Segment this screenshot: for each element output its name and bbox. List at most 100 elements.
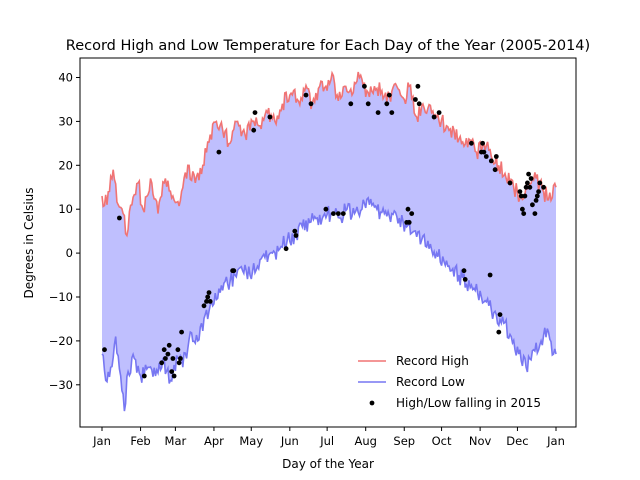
legend-2015-swatch (369, 400, 375, 406)
record-2015-point (522, 193, 528, 199)
record-2015-point (365, 101, 371, 107)
legend-label: High/Low falling in 2015 (396, 396, 541, 410)
record-2015-point (206, 290, 212, 295)
record-2015-point (436, 110, 442, 115)
record-2015-point (117, 215, 122, 221)
y-tick-label: 40 (58, 71, 73, 85)
record-2015-point (406, 220, 412, 225)
record-2015-point (461, 268, 467, 274)
record-2015-point (517, 189, 523, 195)
record-2015-point (283, 246, 289, 252)
x-tick-label: Feb (130, 434, 150, 448)
record-2015-point (416, 101, 422, 107)
record-2015-point (527, 184, 533, 190)
record-2015-point (507, 180, 513, 186)
record-2015-point (528, 176, 534, 181)
record-2015-point (331, 211, 336, 217)
record-2015-point (469, 140, 474, 146)
record-2015-point (161, 347, 167, 353)
record-2015-point (480, 140, 485, 146)
record-2015-point (492, 167, 498, 173)
record-2015-point (405, 206, 411, 212)
x-tick-label: Oct (432, 434, 452, 448)
record-2015-point (176, 360, 182, 366)
record-2015-point (530, 202, 535, 208)
record-2015-point (526, 171, 531, 177)
x-tick-label: Dec (506, 434, 528, 448)
record-2015-point (216, 149, 222, 155)
x-tick-label: Jul (319, 434, 334, 448)
record-2015-point (488, 158, 494, 164)
record-2015-point (541, 184, 546, 190)
record-2015-point (409, 211, 415, 217)
x-tick-label: Apr (204, 434, 224, 448)
record-2015-point (487, 272, 493, 278)
record-2015-point (375, 110, 381, 115)
x-tick-label: Jan (546, 434, 565, 448)
x-tick-label: Mar (165, 434, 187, 448)
record-2015-point (141, 373, 147, 379)
record-2015-point (462, 277, 468, 282)
x-tick-label: Sep (393, 434, 415, 448)
record-2015-point (340, 211, 346, 217)
record-2015-point (308, 101, 314, 107)
x-tick-label: Nov (469, 434, 492, 448)
record-2015-point (205, 294, 211, 300)
record-2015-point (169, 369, 175, 374)
record-2015-point (496, 329, 502, 335)
record-2015-point (179, 329, 185, 335)
record-2015-point (431, 114, 437, 120)
x-tick-label: Jan (92, 434, 111, 448)
y-tick-label: 30 (58, 114, 73, 128)
record-2015-point (521, 211, 527, 217)
axes-frame (79, 57, 577, 428)
record-2015-point (413, 97, 418, 102)
y-tick-label: −10 (49, 290, 73, 304)
record-2015-point (533, 198, 539, 203)
record-2015-point (415, 83, 421, 89)
record-2015-point (335, 211, 341, 217)
x-tick-label: Aug (354, 434, 376, 448)
record-2015-point (303, 92, 309, 98)
record-2015-point (532, 211, 538, 217)
record-2015-point (389, 110, 395, 115)
y-tick-label: 20 (58, 158, 73, 172)
record-2015-point (348, 101, 354, 107)
record-2015-point (537, 180, 543, 186)
legend-label: Record Low (396, 375, 465, 389)
x-axis-label: Day of the Year (282, 457, 374, 471)
record-low-line (101, 196, 557, 412)
record-2015-point (384, 101, 390, 107)
y-axis-label: Degrees in Celsius (22, 187, 36, 298)
record-2015-point (252, 110, 258, 115)
record-2015-point (171, 373, 177, 379)
record-2015-point (293, 233, 299, 238)
x-axis-ticks: Jan Feb Mar Apr May Jun Jul Aug Sep Oct Nov Dec Jan (92, 427, 565, 448)
record-2015-point (483, 154, 489, 159)
record-2015-point (523, 184, 529, 190)
record-2015-point (204, 299, 209, 304)
record-2015-point (207, 299, 213, 304)
record-2015-point (175, 347, 181, 353)
chart-title: Record High and Low Temperature for Each… (66, 38, 590, 54)
record-2015-point (493, 154, 499, 159)
y-tick-label: −30 (49, 378, 73, 392)
legend: Record High Record Low High/Low falling in… (358, 354, 541, 410)
record-2015-point (251, 127, 257, 133)
record-2015-point (536, 189, 541, 195)
x-tick-label: May (239, 434, 263, 448)
record-2015-point (520, 206, 525, 212)
record-2015-point (231, 268, 237, 274)
record-2015-point (178, 356, 183, 361)
record-2015-point (525, 180, 530, 186)
record-2015-point (292, 228, 298, 234)
legend-label: Record High (396, 354, 469, 368)
plot-area (101, 70, 557, 412)
record-2015-point (166, 342, 172, 348)
record-2015-point (163, 356, 168, 361)
record-2015-point (481, 149, 487, 155)
y-tick-label: 0 (66, 246, 73, 260)
record-2015-point (170, 356, 176, 361)
record-2015-point (323, 206, 329, 212)
